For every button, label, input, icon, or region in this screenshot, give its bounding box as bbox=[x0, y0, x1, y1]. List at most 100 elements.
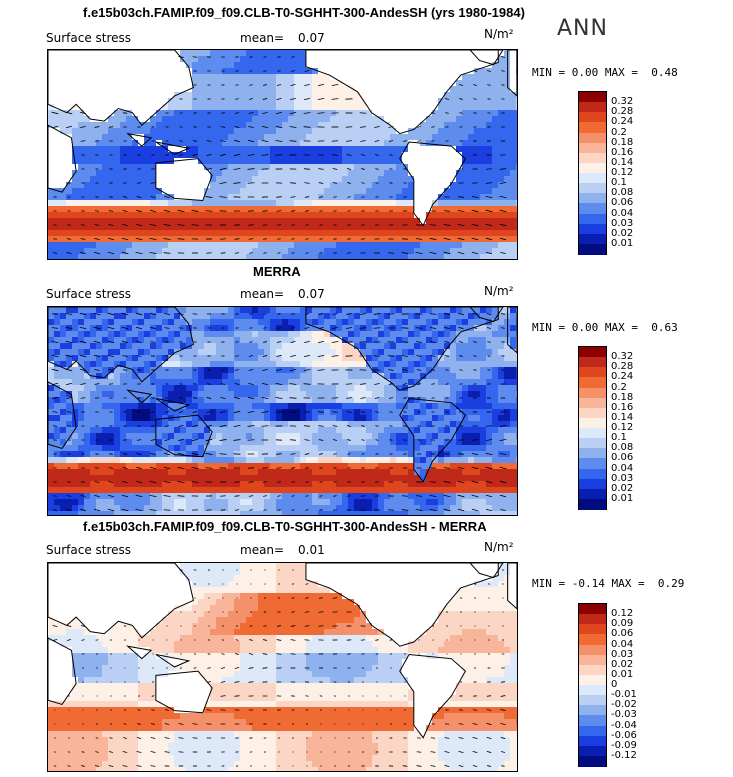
stress-vector bbox=[500, 509, 506, 511]
stress-vector bbox=[360, 383, 366, 385]
stress-vector bbox=[233, 168, 241, 170]
stress-vector bbox=[443, 210, 451, 212]
stress-vector bbox=[499, 195, 507, 199]
stress-vector bbox=[332, 597, 338, 599]
stress-vector bbox=[319, 224, 323, 226]
stress-vector bbox=[235, 639, 239, 641]
stress-vector bbox=[318, 611, 324, 613]
colorbar-tick-label: 0 bbox=[611, 679, 618, 690]
stress-vector bbox=[443, 508, 451, 512]
stress-vector bbox=[304, 327, 310, 329]
stress-vector bbox=[500, 709, 506, 711]
stress-vector bbox=[247, 153, 255, 157]
colorbar-box bbox=[579, 604, 606, 615]
stress-vector bbox=[332, 168, 338, 170]
stress-vector bbox=[471, 209, 479, 213]
panel-2-colorbar: 0.32 0.28 0.24 0.2 0.18 0.16 0.14 0.12 0.1 0.08 0.… bbox=[578, 346, 633, 510]
colorbar-tick-label: 0.18 bbox=[611, 391, 634, 403]
stress-vector bbox=[276, 97, 282, 101]
stress-vector bbox=[179, 397, 183, 399]
stress-vector bbox=[472, 709, 478, 711]
stress-vector bbox=[332, 327, 338, 329]
stress-vector bbox=[80, 224, 86, 226]
stress-vector bbox=[275, 154, 283, 156]
stress-vector bbox=[486, 313, 492, 315]
stress-vector bbox=[66, 125, 72, 129]
stress-vector bbox=[499, 438, 507, 442]
stress-vector bbox=[275, 125, 283, 129]
stress-vector bbox=[248, 125, 254, 129]
stress-vector bbox=[108, 237, 114, 241]
stress-vector bbox=[220, 252, 226, 254]
stress-vector bbox=[347, 439, 351, 441]
stress-vector bbox=[80, 397, 86, 399]
stress-vector bbox=[52, 252, 58, 254]
stress-vector bbox=[291, 481, 295, 483]
stress-vector bbox=[290, 439, 296, 441]
colorbar-tick-label: 0.03 bbox=[611, 648, 634, 660]
colorbar-tick-label: 0.32 bbox=[611, 96, 634, 108]
stress-vector bbox=[318, 326, 324, 330]
stress-vector bbox=[499, 494, 507, 498]
stress-vector bbox=[107, 508, 115, 512]
coastline bbox=[126, 132, 153, 147]
colorbar-tick-label: -0.06 bbox=[611, 729, 637, 741]
stress-vector bbox=[458, 84, 464, 86]
stress-vector bbox=[473, 112, 477, 114]
stress-vector bbox=[247, 411, 255, 413]
stress-vector bbox=[235, 653, 239, 655]
colorbar-box bbox=[579, 664, 606, 676]
stress-vector bbox=[249, 327, 253, 329]
colorbar-tick-label: 0.2 bbox=[611, 126, 627, 138]
stress-vector bbox=[177, 224, 185, 226]
coastline bbox=[399, 141, 467, 227]
colorbar-box bbox=[579, 614, 606, 625]
stress-vector bbox=[346, 313, 352, 315]
stress-vector bbox=[303, 112, 311, 114]
stress-vector bbox=[471, 466, 479, 470]
stress-vector bbox=[276, 653, 282, 655]
coastline bbox=[507, 563, 517, 610]
stress-vector bbox=[248, 112, 254, 114]
stress-vector bbox=[94, 397, 100, 399]
stress-vector bbox=[375, 182, 379, 184]
stress-vector bbox=[375, 168, 379, 170]
stress-vector bbox=[429, 508, 437, 512]
stress-vector bbox=[472, 765, 478, 767]
colorbar-tick-label: 0.01 bbox=[611, 668, 634, 680]
stress-vector bbox=[248, 667, 254, 669]
coastline bbox=[126, 389, 153, 404]
colorbar-box bbox=[579, 213, 606, 225]
stress-vector bbox=[360, 411, 366, 413]
stress-vector bbox=[79, 368, 87, 372]
stress-vector bbox=[247, 168, 255, 170]
stress-vector bbox=[471, 237, 479, 241]
stress-vector bbox=[361, 224, 365, 226]
stress-vector bbox=[485, 182, 493, 184]
colorbar-box bbox=[579, 102, 606, 113]
stress-vector bbox=[331, 397, 339, 399]
stress-vector bbox=[220, 126, 226, 128]
stress-vector bbox=[500, 313, 506, 315]
stress-vector bbox=[207, 126, 211, 128]
stress-vector bbox=[346, 168, 352, 170]
stress-vector bbox=[429, 238, 437, 240]
stress-vector bbox=[347, 481, 351, 483]
stress-vector bbox=[136, 355, 142, 357]
stress-vector bbox=[249, 252, 253, 254]
stress-vector bbox=[499, 223, 507, 227]
stress-vector bbox=[235, 625, 239, 627]
stress-vector bbox=[485, 209, 493, 213]
stress-vector bbox=[276, 368, 282, 372]
stress-vector bbox=[191, 481, 199, 483]
stress-vector bbox=[67, 765, 71, 767]
stress-vector bbox=[149, 209, 157, 213]
stress-vector bbox=[277, 625, 281, 627]
coastline bbox=[155, 654, 191, 668]
panel-2-max-label: MAX = bbox=[604, 321, 638, 334]
stress-vector bbox=[51, 327, 59, 329]
stress-vector bbox=[66, 495, 72, 497]
stress-vector bbox=[445, 397, 449, 399]
stress-vector bbox=[443, 237, 451, 241]
stress-vector bbox=[429, 251, 437, 255]
